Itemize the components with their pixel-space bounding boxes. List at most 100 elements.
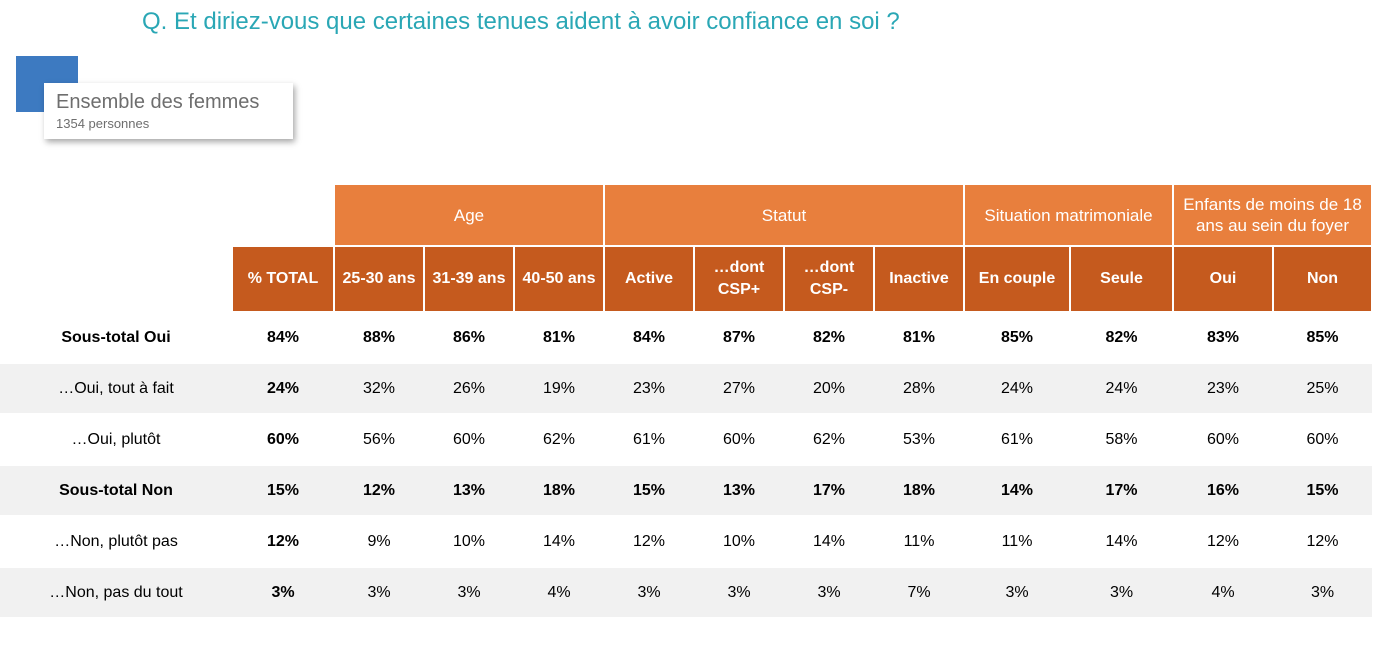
cell: 3% <box>784 566 874 619</box>
cell: 3% <box>1273 566 1372 619</box>
cell: 13% <box>424 464 514 517</box>
sample-card: Ensemble des femmes 1354 personnes <box>44 83 293 139</box>
sample-count: 1354 personnes <box>56 116 150 131</box>
cell-total: 12% <box>232 515 334 568</box>
cell: 82% <box>784 311 874 364</box>
cell: 27% <box>694 362 784 415</box>
row-label: …Oui, tout à fait <box>0 362 232 415</box>
cell: 4% <box>1173 566 1273 619</box>
cell: 56% <box>334 413 424 466</box>
group-header-row: Age Statut Situation matrimoniale Enfant… <box>0 183 1373 247</box>
cell: 12% <box>334 464 424 517</box>
group-header-situation: Situation matrimoniale <box>963 183 1174 247</box>
cell: 13% <box>694 464 784 517</box>
cell: 12% <box>604 515 694 568</box>
cell: 19% <box>514 362 604 415</box>
cell: 12% <box>1173 515 1273 568</box>
cell: 53% <box>874 413 964 466</box>
cell: 62% <box>784 413 874 466</box>
cell: 61% <box>604 413 694 466</box>
cell: 3% <box>604 566 694 619</box>
cell: 24% <box>964 362 1070 415</box>
table-row: …Non, plutôt pas 12% 9% 10% 14% 12% 10% … <box>0 515 1372 568</box>
col-header-csp-plus: …dont CSP+ <box>693 245 785 313</box>
cell: 23% <box>1173 362 1273 415</box>
cell: 25% <box>1273 362 1372 415</box>
cell: 86% <box>424 311 514 364</box>
cell: 9% <box>334 515 424 568</box>
cell: 20% <box>784 362 874 415</box>
cell: 3% <box>424 566 514 619</box>
cell: 14% <box>514 515 604 568</box>
cell-total: 24% <box>232 362 334 415</box>
row-label: …Non, plutôt pas <box>0 515 232 568</box>
cell: 85% <box>1273 311 1372 364</box>
sample-population: Ensemble des femmes <box>56 91 260 113</box>
column-header-row: % TOTAL 25-30 ans 31-39 ans 40-50 ans Ac… <box>0 245 1373 313</box>
cell: 3% <box>694 566 784 619</box>
table-row: …Oui, tout à fait 24% 32% 26% 19% 23% 27… <box>0 362 1372 415</box>
cell: 17% <box>784 464 874 517</box>
cell: 14% <box>784 515 874 568</box>
cell: 81% <box>874 311 964 364</box>
table-row: …Non, pas du tout 3% 3% 3% 4% 3% 3% 3% 7… <box>0 566 1372 619</box>
group-header-enfants: Enfants de moins de 18 ans au sein du fo… <box>1172 183 1373 247</box>
row-label: …Oui, plutôt <box>0 413 232 466</box>
cell: 26% <box>424 362 514 415</box>
cell: 28% <box>874 362 964 415</box>
cell: 18% <box>874 464 964 517</box>
col-header-31-39: 31-39 ans <box>423 245 515 313</box>
cell: 24% <box>1070 362 1173 415</box>
table-row: Sous-total Non 15% 12% 13% 18% 15% 13% 1… <box>0 464 1372 517</box>
col-header-couple: En couple <box>963 245 1071 313</box>
col-header-non: Non <box>1272 245 1373 313</box>
cell: 12% <box>1273 515 1372 568</box>
cell: 16% <box>1173 464 1273 517</box>
cell-total: 15% <box>232 464 334 517</box>
col-header-seule: Seule <box>1069 245 1174 313</box>
cell: 60% <box>1273 413 1372 466</box>
cell: 85% <box>964 311 1070 364</box>
cell: 82% <box>1070 311 1173 364</box>
cell: 60% <box>694 413 784 466</box>
cell: 83% <box>1173 311 1273 364</box>
cell: 3% <box>1070 566 1173 619</box>
group-header-statut: Statut <box>603 183 965 247</box>
col-header-total: % TOTAL <box>231 245 335 313</box>
cell: 3% <box>334 566 424 619</box>
cell: 61% <box>964 413 1070 466</box>
col-header-active: Active <box>603 245 695 313</box>
table-row: …Oui, plutôt 60% 56% 60% 62% 61% 60% 62%… <box>0 413 1372 466</box>
cell: 14% <box>1070 515 1173 568</box>
question-title: Q. Et diriez-vous que certaines tenues a… <box>142 8 900 35</box>
cell-total: 60% <box>232 413 334 466</box>
cell: 15% <box>604 464 694 517</box>
row-label: …Non, pas du tout <box>0 566 232 619</box>
cell: 58% <box>1070 413 1173 466</box>
col-header-csp-minus: …dont CSP- <box>783 245 875 313</box>
cell: 60% <box>424 413 514 466</box>
cell: 60% <box>1173 413 1273 466</box>
cell: 3% <box>964 566 1070 619</box>
cell: 7% <box>874 566 964 619</box>
cell: 84% <box>604 311 694 364</box>
cell: 14% <box>964 464 1070 517</box>
results-table: Age Statut Situation matrimoniale Enfant… <box>0 183 1373 619</box>
cell: 17% <box>1070 464 1173 517</box>
col-header-oui: Oui <box>1172 245 1274 313</box>
cell: 88% <box>334 311 424 364</box>
col-header-25-30: 25-30 ans <box>333 245 425 313</box>
col-header-inactive: Inactive <box>873 245 965 313</box>
row-label: Sous-total Non <box>0 464 232 517</box>
cell: 4% <box>514 566 604 619</box>
table-row: Sous-total Oui 84% 88% 86% 81% 84% 87% 8… <box>0 311 1372 364</box>
cell: 15% <box>1273 464 1372 517</box>
cell: 11% <box>874 515 964 568</box>
cell: 10% <box>694 515 784 568</box>
cell: 23% <box>604 362 694 415</box>
cell: 32% <box>334 362 424 415</box>
cell: 81% <box>514 311 604 364</box>
cell-total: 3% <box>232 566 334 619</box>
col-header-40-50: 40-50 ans <box>513 245 605 313</box>
cell: 11% <box>964 515 1070 568</box>
